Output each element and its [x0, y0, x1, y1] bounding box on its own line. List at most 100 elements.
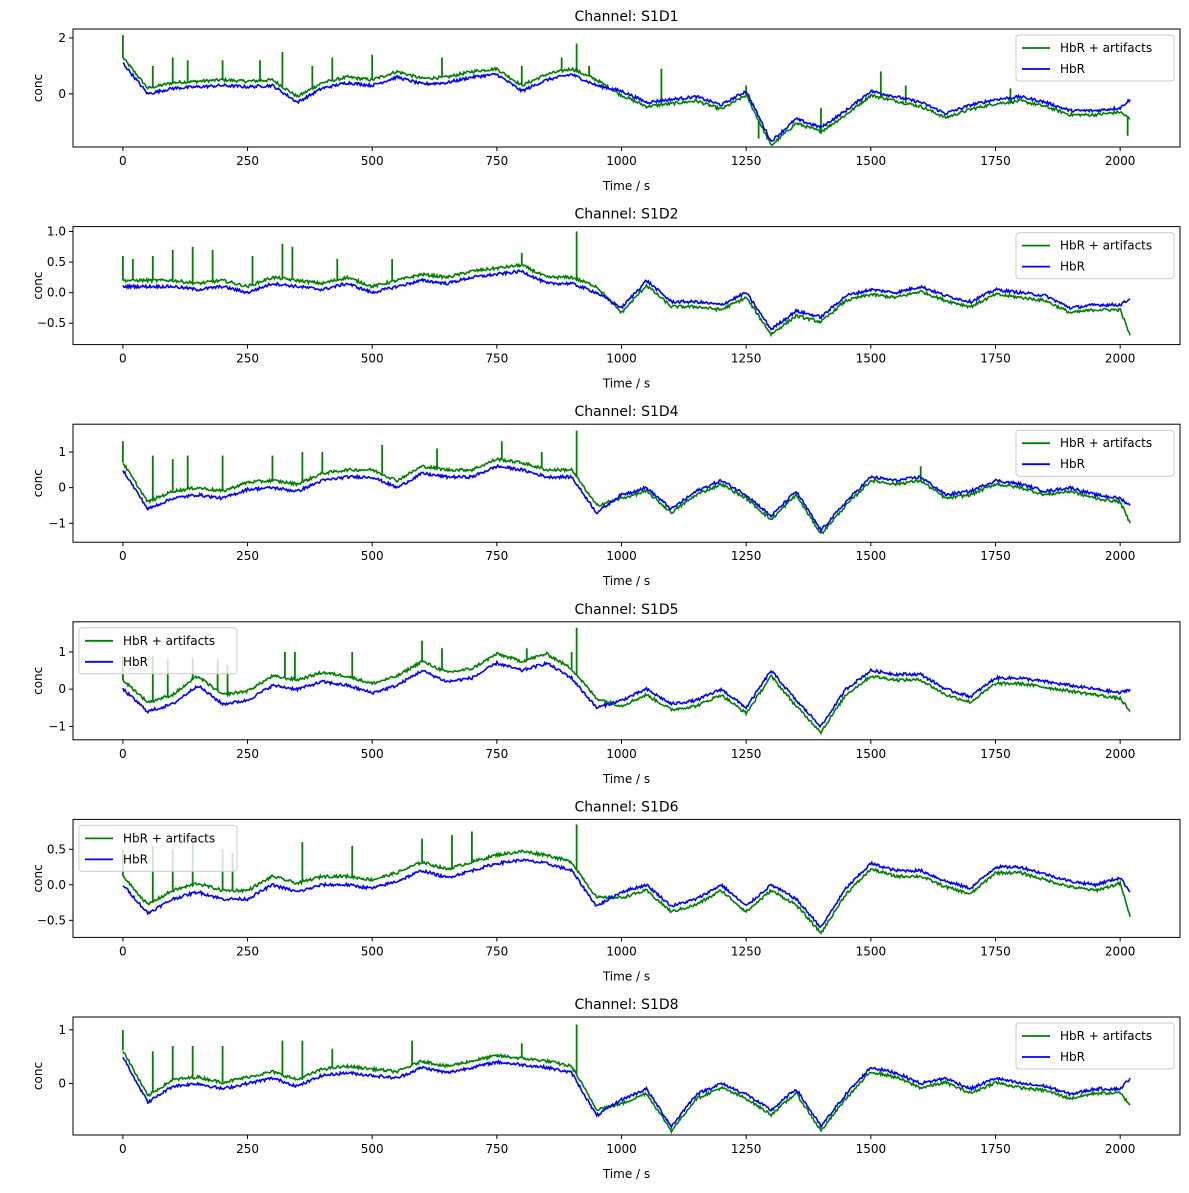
axes-frame	[72, 818, 1181, 938]
plot-area	[121, 430, 1131, 535]
y-tick-label: 0.5	[47, 255, 66, 269]
axes-frame	[72, 621, 1181, 741]
x-tick-label: 0	[119, 1142, 127, 1156]
x-tick-label: 2000	[1105, 154, 1136, 168]
legend: HbR + artifacts HbR	[78, 627, 238, 675]
axes-frame	[72, 423, 1181, 543]
legend: HbR + artifacts HbR	[1015, 34, 1175, 82]
x-tick-label: 500	[361, 747, 384, 761]
x-tick-label: 1500	[856, 747, 887, 761]
series-hbr-artifacts-line	[122, 1051, 1131, 1135]
x-tick-label: 1250	[731, 944, 762, 958]
subplot-title: Channel: S1D1	[574, 9, 678, 25]
y-axis-label: conc	[31, 1062, 45, 1090]
x-tick-label: 500	[361, 352, 384, 366]
x-tick-label: 2000	[1105, 352, 1136, 366]
x-tick-label: 1250	[731, 352, 762, 366]
subplot-channel-s1d5: Channel: S1D5 Time / s conc 0 250 500 750 1000 1…	[31, 602, 1181, 786]
x-tick-label: 250	[236, 549, 259, 563]
y-axis-label: conc	[31, 469, 45, 497]
y-tick-label: 0.5	[47, 842, 66, 856]
subplot-title: Channel: S1D2	[574, 207, 678, 223]
subplot-channel-s1d8: Channel: S1D8 Time / s conc 0 250 500 750 1000 1…	[31, 997, 1181, 1181]
y-tick-label: 0	[58, 1077, 66, 1091]
y-tick-label: 1	[58, 1023, 66, 1037]
x-tick-label: 0	[119, 944, 127, 958]
x-tick-label: 750	[485, 944, 508, 958]
y-tick-label: 0	[58, 87, 66, 101]
y-tick-label: −0.5	[37, 913, 66, 927]
x-tick-label: 1000	[606, 352, 637, 366]
legend-label: HbR + artifacts	[1060, 41, 1152, 55]
x-axis-label: Time / s	[602, 772, 650, 786]
x-tick-label: 1750	[980, 747, 1011, 761]
series-hbr-line	[122, 1056, 1131, 1130]
series-hbr-line	[122, 463, 1131, 534]
x-tick-label: 750	[485, 154, 508, 168]
legend-box	[1015, 34, 1175, 82]
subplot-title: Channel: S1D4	[574, 404, 678, 420]
legend-label: HbR + artifacts	[1060, 239, 1152, 253]
x-tick-label: 0	[119, 352, 127, 366]
plot-area	[121, 231, 1131, 338]
legend-label: HbR + artifacts	[1060, 436, 1152, 450]
series-hbr-artifacts-line	[122, 651, 1131, 735]
series-hbr-artifacts-line	[122, 457, 1131, 535]
x-tick-label: 1000	[606, 747, 637, 761]
x-tick-label: 1250	[731, 549, 762, 563]
x-tick-label: 1250	[731, 1142, 762, 1156]
x-tick-label: 750	[485, 747, 508, 761]
series-hbr-artifacts-line	[122, 849, 1131, 935]
x-tick-label: 2000	[1105, 549, 1136, 563]
legend-box	[78, 824, 238, 872]
x-tick-label: 1500	[856, 549, 887, 563]
legend-label: HbR	[1060, 457, 1085, 471]
x-axis-label: Time / s	[602, 377, 650, 391]
x-tick-label: 500	[361, 1142, 384, 1156]
x-tick-label: 1500	[856, 154, 887, 168]
y-tick-label: −1	[48, 516, 66, 530]
legend-label: HbR	[1060, 260, 1085, 274]
x-tick-label: 0	[119, 747, 127, 761]
x-tick-label: 250	[236, 944, 259, 958]
legend-box	[1015, 429, 1175, 477]
x-tick-label: 500	[361, 944, 384, 958]
y-tick-label: 1	[58, 445, 66, 459]
x-tick-label: 1750	[980, 944, 1011, 958]
x-tick-label: 1000	[606, 154, 637, 168]
subplot-title: Channel: S1D5	[574, 602, 678, 618]
y-tick-label: 1	[58, 645, 66, 659]
subplot-channel-s1d4: Channel: S1D4 Time / s conc 0 250 500 750 1000 1…	[31, 404, 1181, 588]
legend-box	[78, 627, 238, 675]
legend-label: HbR + artifacts	[123, 831, 215, 845]
legend: HbR + artifacts HbR	[1015, 429, 1175, 477]
plot-area	[121, 1024, 1131, 1135]
x-axis-label: Time / s	[602, 574, 650, 588]
series-hbr-artifacts-line	[122, 56, 1131, 147]
y-axis-label: conc	[31, 272, 45, 300]
series-hbr-line	[122, 858, 1131, 929]
x-tick-label: 250	[236, 747, 259, 761]
x-tick-label: 750	[485, 1142, 508, 1156]
y-tick-label: 0.0	[47, 286, 66, 300]
x-tick-label: 1750	[980, 1142, 1011, 1156]
x-tick-label: 250	[236, 154, 259, 168]
y-tick-label: 1.0	[47, 224, 66, 238]
y-axis-label: conc	[31, 667, 45, 695]
series-hbr-line	[122, 268, 1131, 331]
x-tick-label: 1500	[856, 1142, 887, 1156]
plot-area	[121, 824, 1131, 935]
series-hbr-artifacts-line	[122, 262, 1131, 338]
plot-area	[121, 627, 1131, 735]
x-tick-label: 750	[485, 549, 508, 563]
y-tick-label: −0.5	[37, 316, 66, 330]
subplot-channel-s1d1: Channel: S1D1 Time / s conc 0 250 500 750 1000 1…	[31, 9, 1181, 193]
legend-label: HbR	[1060, 62, 1085, 76]
x-axis-label: Time / s	[602, 969, 650, 983]
legend-label: HbR + artifacts	[1060, 1029, 1152, 1043]
subplot-title: Channel: S1D8	[574, 997, 678, 1013]
x-tick-label: 0	[119, 154, 127, 168]
legend: HbR + artifacts HbR	[1015, 1022, 1175, 1070]
x-tick-label: 0	[119, 549, 127, 563]
